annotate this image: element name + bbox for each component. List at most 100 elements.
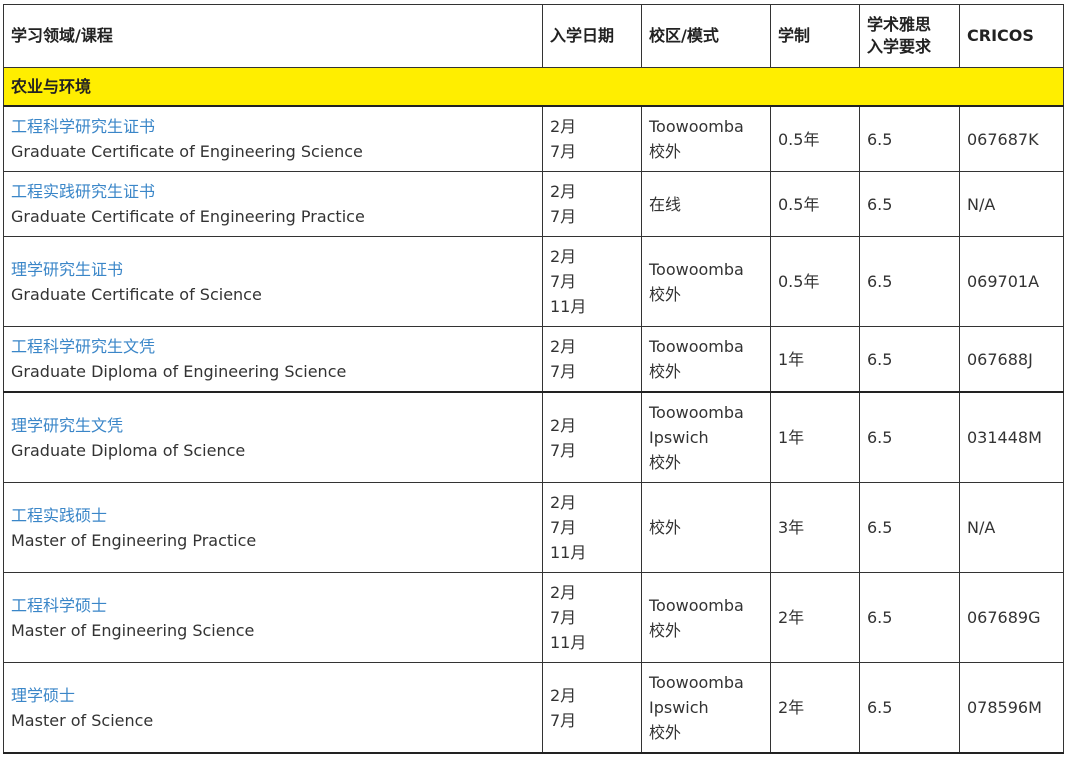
campus-mode: Ipswich [649, 428, 709, 447]
section-title: 农业与环境 [3, 67, 1064, 107]
intake-month: 2月 [550, 415, 577, 435]
intake-month: 2月 [550, 247, 577, 266]
duration-cell: 3年 [770, 482, 860, 573]
header-course: 学习领域/课程 [3, 4, 543, 68]
course-link[interactable]: 工程科学研究生证书 [11, 117, 156, 136]
course-cell: 工程科学研究生文凭 Graduate Diploma of Engineering… [3, 326, 543, 393]
course-link[interactable]: 工程实践研究生证书 [11, 182, 156, 201]
campus-mode: 在线 [649, 194, 682, 214]
campus-mode: Toowoomba [649, 337, 744, 356]
course-link[interactable]: 理学研究生文凭 [11, 415, 124, 435]
cricos-cell: 067688J [959, 326, 1064, 393]
course-link[interactable]: 理学研究生证书 [11, 259, 124, 279]
header-campus: 校区/模式 [641, 4, 771, 68]
intake-month: 2月 [550, 182, 577, 201]
duration-cell: 1年 [770, 326, 860, 393]
course-link[interactable]: 工程实践硕士 [11, 505, 108, 525]
ielts-cell: 6.5 [859, 662, 960, 754]
intake-month: 7月 [550, 608, 577, 627]
ielts-cell: 6.5 [859, 572, 960, 663]
intake-month: 2月 [550, 493, 577, 512]
header-ielts-line1: 学术雅思 [867, 15, 932, 34]
duration-cell: 0.5年 [770, 236, 860, 327]
campus-mode: 校外 [649, 453, 682, 472]
course-english-name: Graduate Certificate of Science [11, 284, 262, 304]
table-row: 工程科学研究生文凭 Graduate Diploma of Engineering… [3, 326, 1064, 393]
ielts-cell: 6.5 [859, 171, 960, 237]
cricos-cell: 067687K [959, 105, 1064, 172]
duration-cell: 0.5年 [770, 105, 860, 172]
intake-month: 7月 [550, 142, 577, 161]
cricos-cell: 069701A [959, 236, 1064, 327]
ielts-cell: 6.5 [859, 236, 960, 327]
campus-mode: Toowoomba [649, 259, 744, 279]
cricos-cell: N/A [959, 482, 1064, 573]
campus-mode: Toowoomba [649, 595, 744, 615]
intake-month: 7月 [550, 362, 577, 381]
header-duration: 学制 [770, 4, 860, 68]
intake-month: 11月 [550, 633, 587, 652]
course-link[interactable]: 工程科学研究生文凭 [11, 337, 156, 356]
campus-mode: 校外 [649, 362, 682, 381]
course-link[interactable]: 理学硕士 [11, 685, 76, 705]
campus-cell: 校外 [641, 482, 771, 573]
course-english-name: Master of Engineering Practice [11, 530, 257, 550]
section-row: 农业与环境 [3, 67, 1064, 107]
course-cell: 理学研究生文凭 Graduate Diploma of Science [3, 391, 543, 483]
table-row: 理学研究生证书 Graduate Certificate of Science 2月… [3, 236, 1064, 327]
campus-cell: Toowoomba Ipswich 校外 [641, 662, 771, 754]
campus-mode: Toowoomba [649, 117, 744, 136]
campus-mode: 校外 [649, 284, 682, 304]
intake-month: 2月 [550, 337, 577, 356]
duration-cell: 2年 [770, 572, 860, 663]
intake-cell: 2月 7月 11月 [542, 236, 642, 327]
campus-mode: 校外 [649, 723, 682, 742]
header-intake: 入学日期 [542, 4, 642, 68]
ielts-cell: 6.5 [859, 105, 960, 172]
course-english-name: Master of Engineering Science [11, 620, 255, 640]
ielts-cell: 6.5 [859, 326, 960, 393]
intake-month: 7月 [550, 710, 577, 730]
course-cell: 理学硕士 Master of Science [3, 662, 543, 754]
duration-cell: 0.5年 [770, 171, 860, 237]
campus-cell: Toowoomba Ipswich 校外 [641, 391, 771, 483]
intake-cell: 2月 7月 [542, 391, 642, 483]
course-english-name: Graduate Certificate of Engineering Prac… [11, 207, 365, 226]
campus-mode: Ipswich [649, 698, 709, 717]
table-row: 工程科学硕士 Master of Engineering Science 2月 7月 1… [3, 572, 1064, 663]
course-cell: 工程实践研究生证书 Graduate Certificate of Enginee… [3, 171, 543, 237]
intake-cell: 2月 7月 [542, 326, 642, 393]
campus-cell: Toowoomba 校外 [641, 326, 771, 393]
campus-cell: Toowoomba 校外 [641, 105, 771, 172]
header-ielts-line2: 入学要求 [867, 37, 932, 56]
course-cell: 工程科学研究生证书 Graduate Certificate of Enginee… [3, 105, 543, 172]
course-english-name: Graduate Diploma of Engineering Science [11, 362, 347, 381]
course-cell: 理学研究生证书 Graduate Certificate of Science [3, 236, 543, 327]
intake-month: 2月 [550, 685, 577, 705]
table-row: 理学研究生文凭 Graduate Diploma of Science 2月 7月 To… [3, 391, 1064, 483]
intake-cell: 2月 7月 [542, 662, 642, 754]
cricos-cell: 067689G [959, 572, 1064, 663]
intake-cell: 2月 7月 11月 [542, 482, 642, 573]
campus-mode: 校外 [649, 518, 682, 537]
campus-mode: 校外 [649, 142, 682, 161]
duration-cell: 2年 [770, 662, 860, 754]
course-table: 学习领域/课程 入学日期 校区/模式 学制 学术雅思 入学要求 CRICOS 农业… [3, 4, 1064, 754]
intake-month: 7月 [550, 518, 577, 537]
intake-month: 2月 [550, 583, 577, 602]
table-row: 工程实践研究生证书 Graduate Certificate of Enginee… [3, 171, 1064, 237]
campus-cell: Toowoomba 校外 [641, 572, 771, 663]
table-header-row: 学习领域/课程 入学日期 校区/模式 学制 学术雅思 入学要求 CRICOS [3, 4, 1064, 68]
intake-month: 11月 [550, 297, 587, 316]
cricos-cell: 031448M [959, 391, 1064, 483]
course-link[interactable]: 工程科学硕士 [11, 595, 108, 615]
intake-month: 7月 [550, 440, 577, 460]
table-row: 工程实践硕士 Master of Engineering Practice 2月 7月… [3, 482, 1064, 573]
campus-cell: Toowoomba 校外 [641, 236, 771, 327]
campus-mode: Toowoomba [649, 403, 744, 422]
table-row: 理学硕士 Master of Science 2月 7月 Toowoomba Ipswic… [3, 662, 1064, 754]
cricos-cell: N/A [959, 171, 1064, 237]
course-english-name: Graduate Certificate of Engineering Scie… [11, 142, 363, 161]
intake-month: 7月 [550, 207, 577, 226]
table-row: 工程科学研究生证书 Graduate Certificate of Enginee… [3, 105, 1064, 172]
